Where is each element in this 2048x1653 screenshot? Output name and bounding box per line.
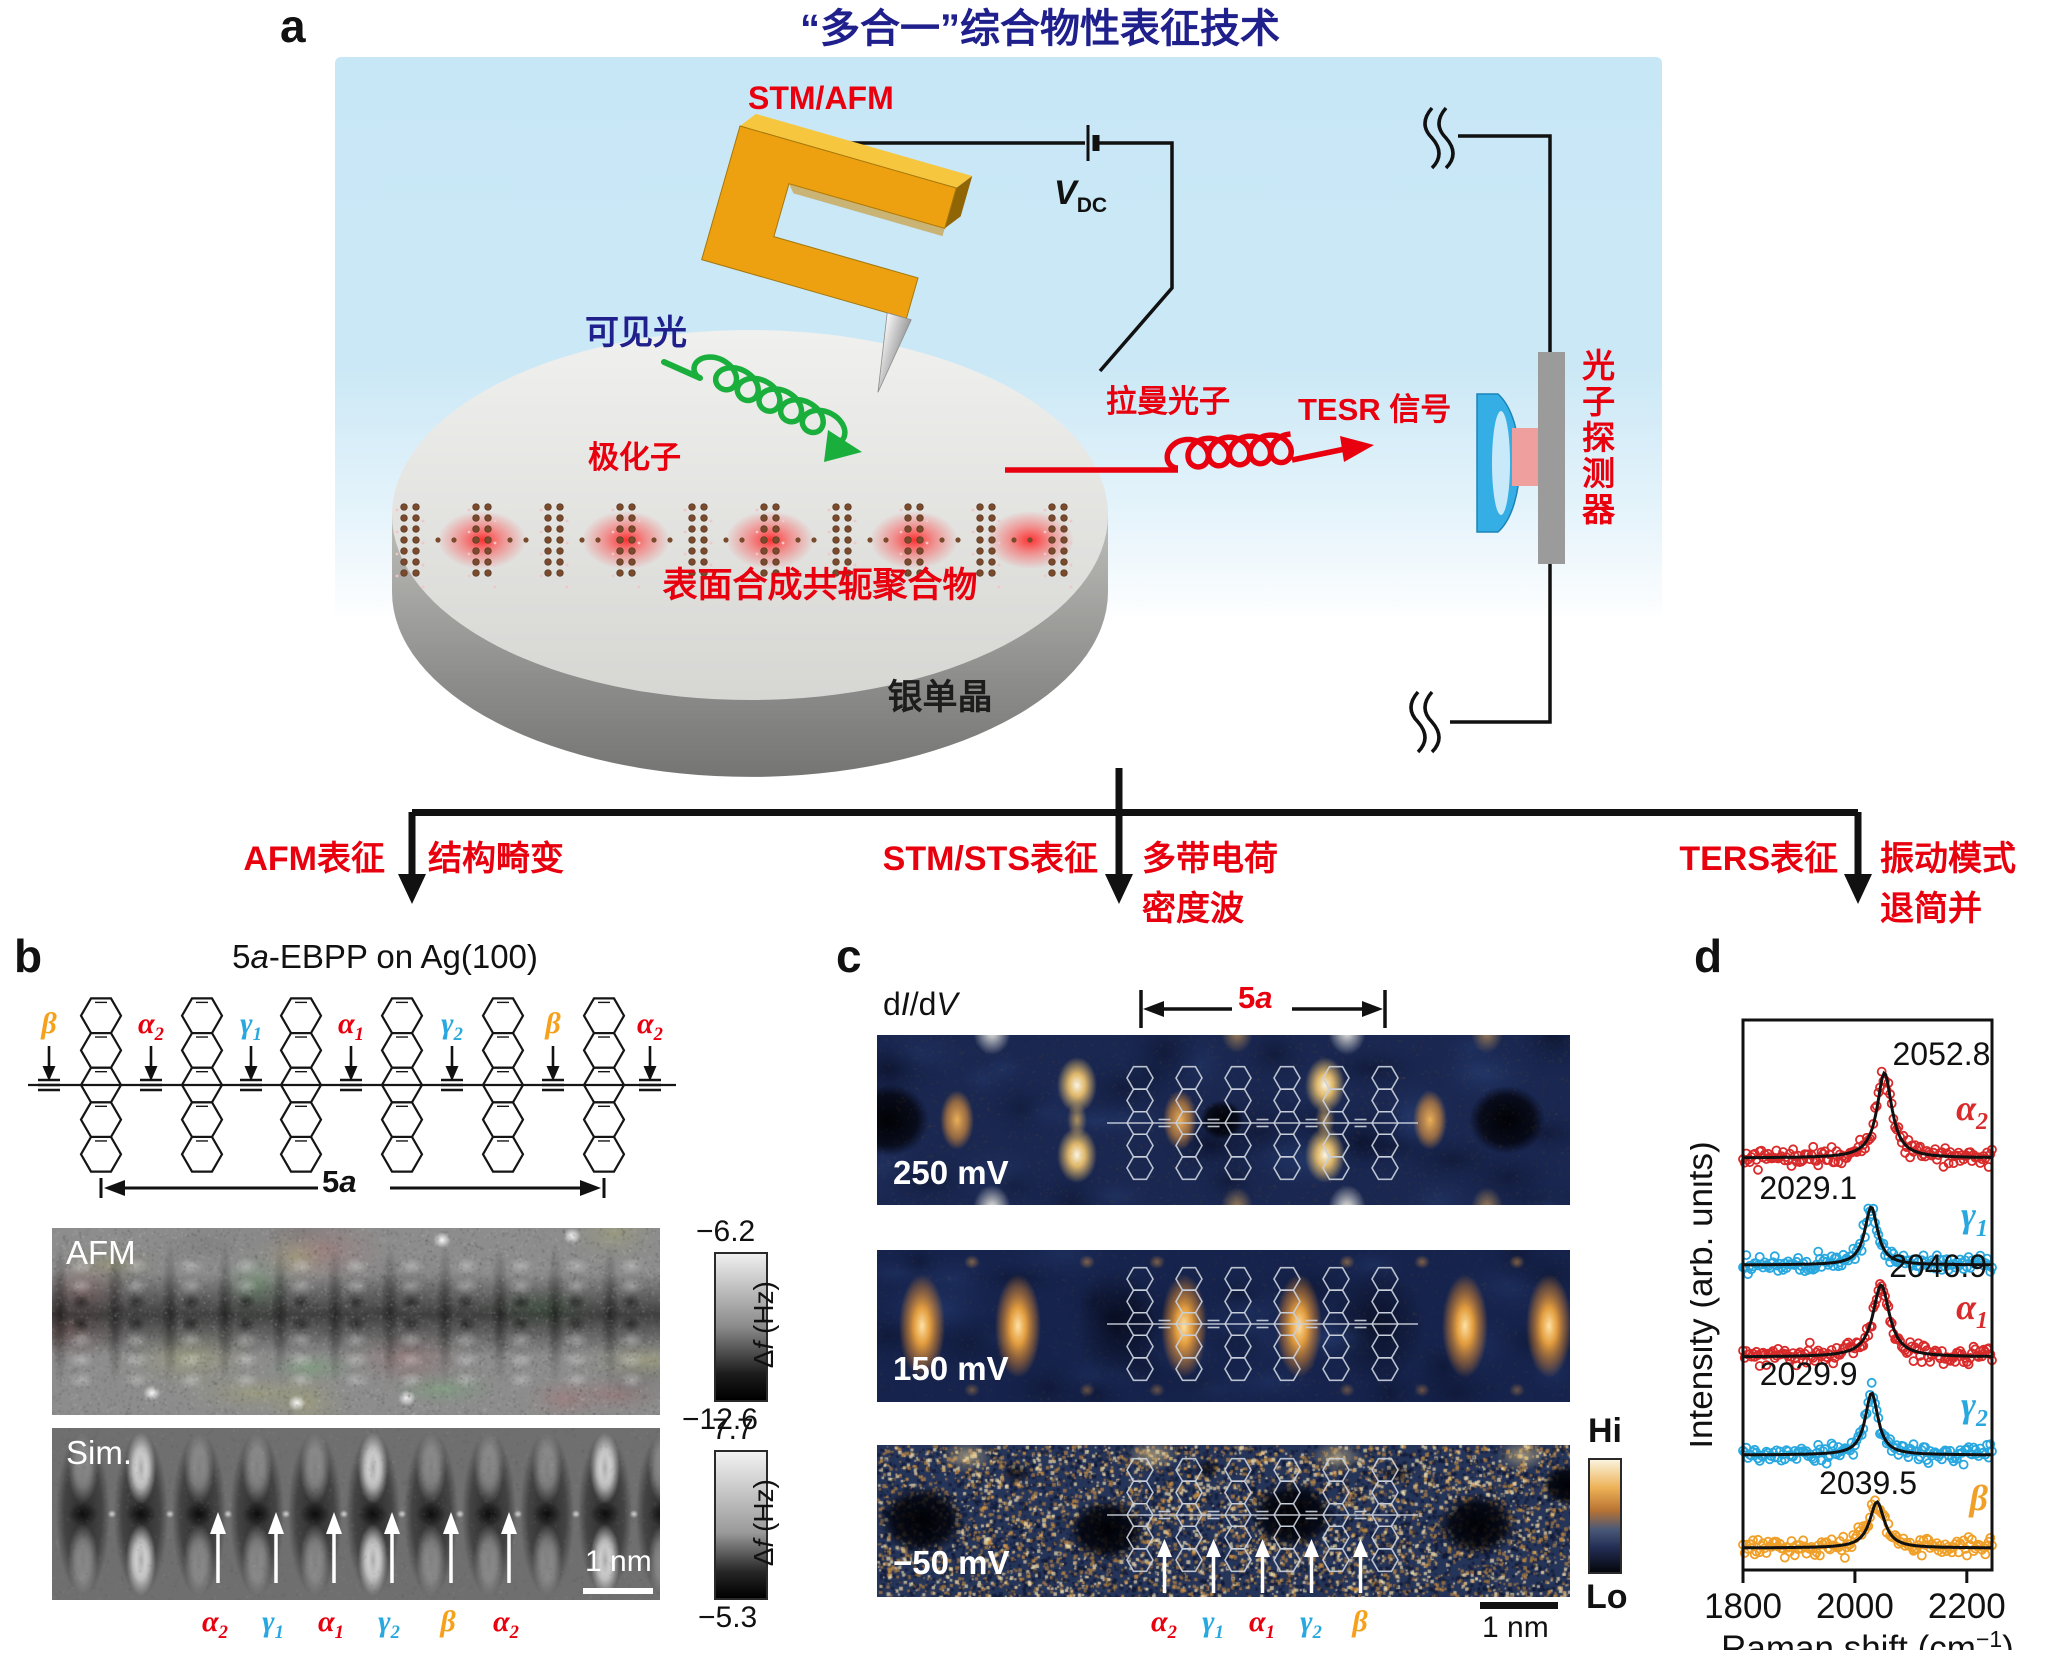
ters-spectra-plot: 2052.8 α2 2029.1 γ1 2046.9α1 2029.9 γ2 2039.5 β 1…	[1690, 1018, 2014, 1650]
panel-a-label: a	[280, 0, 306, 52]
chemical-structure	[28, 997, 676, 1198]
didv-label: dI/dV	[883, 986, 958, 1022]
bond-label-3: α1	[338, 1007, 364, 1045]
map-site-label-0: α2	[1151, 1605, 1177, 1643]
bond-label-0: β	[41, 1007, 57, 1040]
sim-cbar-max: 7.7	[712, 1413, 754, 1446]
sts-scalebar	[1480, 1602, 1558, 1609]
svg-text:2029.9: 2029.9	[1760, 1356, 1858, 1392]
bias-label-150mv: 150 mV	[893, 1350, 1009, 1387]
bond-label-2: γ1	[240, 1007, 262, 1045]
svg-text:α2: α2	[1956, 1088, 1988, 1135]
sim-site-label-4: β	[440, 1605, 456, 1638]
silver-crystal-label: 银单晶	[887, 678, 993, 717]
sim-site-label-5: α2	[493, 1605, 519, 1643]
branch-sts-result-2: 密度波	[1142, 890, 1244, 928]
sim-site-label-0: α2	[202, 1605, 228, 1643]
svg-text:2200: 2200	[1928, 1587, 2006, 1626]
branch-afm-result: 结构畸变	[428, 840, 564, 878]
bond-label-4: γ2	[441, 1007, 463, 1045]
svg-text:2046.9: 2046.9	[1889, 1248, 1987, 1284]
svg-text:2039.5: 2039.5	[1819, 1465, 1917, 1501]
panel-c-label: c	[836, 930, 862, 982]
sim-cbar-min: −5.3	[698, 1601, 758, 1634]
sts-map-150mv-overlay	[1107, 1266, 1418, 1382]
afm-cbar-max: −6.2	[696, 1215, 756, 1248]
afm-colorbar	[714, 1252, 768, 1402]
sim-site-label-1: γ1	[262, 1605, 284, 1643]
figure-title: “多合一”综合物性表征技术	[800, 7, 1280, 51]
bias-label-250mv: 250 mV	[893, 1154, 1009, 1191]
lattice-span-arrow-c	[1139, 990, 1387, 1028]
branch-sts-label: STM/STS表征	[882, 840, 1098, 878]
svg-text:2052.8: 2052.8	[1893, 1036, 1991, 1072]
molecule-name: 5a-EBPP on Ag(100)	[232, 938, 538, 975]
sts-map-250mv	[877, 1035, 1570, 1205]
svg-text:1800: 1800	[1704, 1587, 1782, 1626]
sts-scalebar-label: 1 nm	[1482, 1611, 1549, 1644]
sts-map-neg50mv	[877, 1445, 1570, 1597]
bias-label-neg50mv: −50 mV	[893, 1544, 1010, 1581]
map-site-label-2: α1	[1249, 1605, 1275, 1643]
map-site-label-1: γ1	[1202, 1605, 1224, 1643]
panel-d-label: d	[1694, 930, 1723, 982]
sim-scalebar-label: 1 nm	[585, 1545, 652, 1578]
sim-cbar-unit: Δf (Hz)	[747, 1479, 779, 1567]
panel-b-label: b	[14, 930, 43, 982]
branch-sts-result-1: 多带电荷	[1142, 840, 1278, 878]
svg-text:Intensity (arb. units): Intensity (arb. units)	[1690, 1141, 1720, 1448]
sim-image-label: Sim.	[66, 1434, 132, 1471]
branch-ters-label: TERS表征	[1679, 840, 1838, 878]
sim-site-label-3: γ2	[378, 1605, 400, 1643]
sts-map-250mv-overlay	[1107, 1065, 1418, 1181]
afm-image-label: AFM	[66, 1234, 136, 1271]
bond-label-6: α2	[637, 1007, 663, 1045]
afm-cbar-min: −12.6	[682, 1403, 758, 1436]
svg-text:β: β	[1968, 1478, 1989, 1518]
svg-text:α1: α1	[1956, 1287, 1988, 1334]
setup-schematic	[392, 106, 1872, 904]
bond-label-1: α2	[138, 1007, 164, 1045]
sts-colorbar	[1588, 1458, 1622, 1574]
sim-colorbar	[714, 1450, 768, 1600]
simulation-overlay	[210, 1512, 653, 1594]
cbar-lo-label: Lo	[1586, 1578, 1628, 1616]
polaron-label: 极化子	[588, 440, 681, 475]
map-site-label-3: γ2	[1300, 1605, 1322, 1643]
vdc-label: VDC	[1054, 174, 1108, 217]
branch-ters-result-2: 退简并	[1880, 890, 1982, 928]
svg-text:γ1: γ1	[1961, 1195, 1988, 1242]
bond-label-5: β	[545, 1007, 561, 1040]
branch-ters-result-1: 振动模式	[1880, 840, 2016, 878]
lattice-span-label-b: 5a	[322, 1164, 357, 1199]
tesr-signal-label: TESR 信号	[1298, 392, 1452, 427]
stm-afm-label: STM/AFM	[748, 80, 894, 116]
sts-map-150mv	[877, 1250, 1570, 1402]
sim-site-label-2: α1	[318, 1605, 344, 1643]
map-site-label-4: β	[1352, 1605, 1368, 1638]
afm-cbar-unit: Δf (Hz)	[747, 1281, 779, 1369]
simulation-image	[52, 1428, 660, 1600]
photon-detector-label: 光子探测器	[1577, 348, 1615, 528]
svg-text:Raman shift (cm−1): Raman shift (cm−1)	[1721, 1626, 2014, 1650]
branch-afm-label: AFM表征	[243, 840, 385, 878]
svg-text:2029.1: 2029.1	[1759, 1170, 1857, 1206]
raman-photon-label: 拉曼光子	[1106, 384, 1230, 419]
lattice-span-label-c: 5a	[1238, 980, 1273, 1015]
svg-text:2000: 2000	[1816, 1587, 1894, 1626]
visible-light-label: 可见光	[585, 314, 687, 352]
cbar-hi-label: Hi	[1588, 1412, 1622, 1450]
polymer-label: 表面合成共轭聚合物	[662, 566, 978, 605]
svg-text:γ2: γ2	[1961, 1385, 1988, 1432]
sts-map-neg50mv-overlay	[1107, 1457, 1418, 1593]
afm-image	[52, 1228, 660, 1415]
